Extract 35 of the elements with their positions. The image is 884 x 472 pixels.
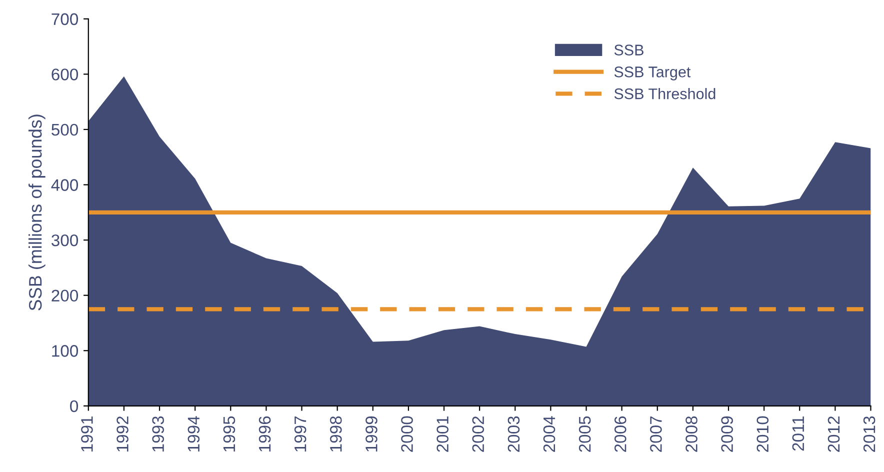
y-tick-label: 600 <box>52 68 78 80</box>
x-tick-label: 1993 <box>152 416 164 452</box>
x-tick-label: 1996 <box>258 416 271 452</box>
x-tick-label: 2007 <box>650 416 662 452</box>
x-tick-label: 2002 <box>472 416 484 452</box>
legend-label: SSB Target <box>614 66 691 80</box>
x-tick-label: 2012 <box>828 416 840 452</box>
x-tick-label: 1997 <box>294 416 306 452</box>
x-tick-label: 1991 <box>81 416 93 452</box>
y-tick-label: 100 <box>52 345 78 357</box>
x-tick-label: 2000 <box>401 416 413 452</box>
x-tick-label: 2003 <box>508 416 520 452</box>
x-tick-label: 1995 <box>223 416 236 452</box>
x-tick-label: 1998 <box>330 416 342 452</box>
x-tick-label: 2001 <box>436 416 448 452</box>
x-tick-label: 2010 <box>756 416 769 452</box>
x-tick-label: 1992 <box>116 416 128 452</box>
x-tick-label: 2011 <box>792 416 804 451</box>
y-tick-label: 200 <box>52 290 78 302</box>
x-tick-label: 2004 <box>543 416 556 452</box>
legend-label: SSB Threshold <box>614 88 716 100</box>
y-tick-label: 500 <box>52 124 78 136</box>
legend-label: SSB <box>614 44 644 56</box>
x-tick-label: 2013 <box>863 416 876 452</box>
x-tick-label: 2005 <box>578 416 591 452</box>
y-tick-label: 300 <box>52 234 78 246</box>
x-tick-label: 2009 <box>721 416 733 452</box>
y-tick-label: 400 <box>51 179 78 191</box>
y-tick-label: 700 <box>52 13 78 26</box>
x-tick-label: 1994 <box>188 416 200 452</box>
x-tick-label: 2006 <box>614 416 626 452</box>
y-tick-label: 0 <box>70 400 78 412</box>
x-tick-label: 2008 <box>686 416 698 452</box>
x-tick-label: 1999 <box>366 416 378 452</box>
y-axis-title: SSB (millions of pounds) <box>28 114 46 310</box>
